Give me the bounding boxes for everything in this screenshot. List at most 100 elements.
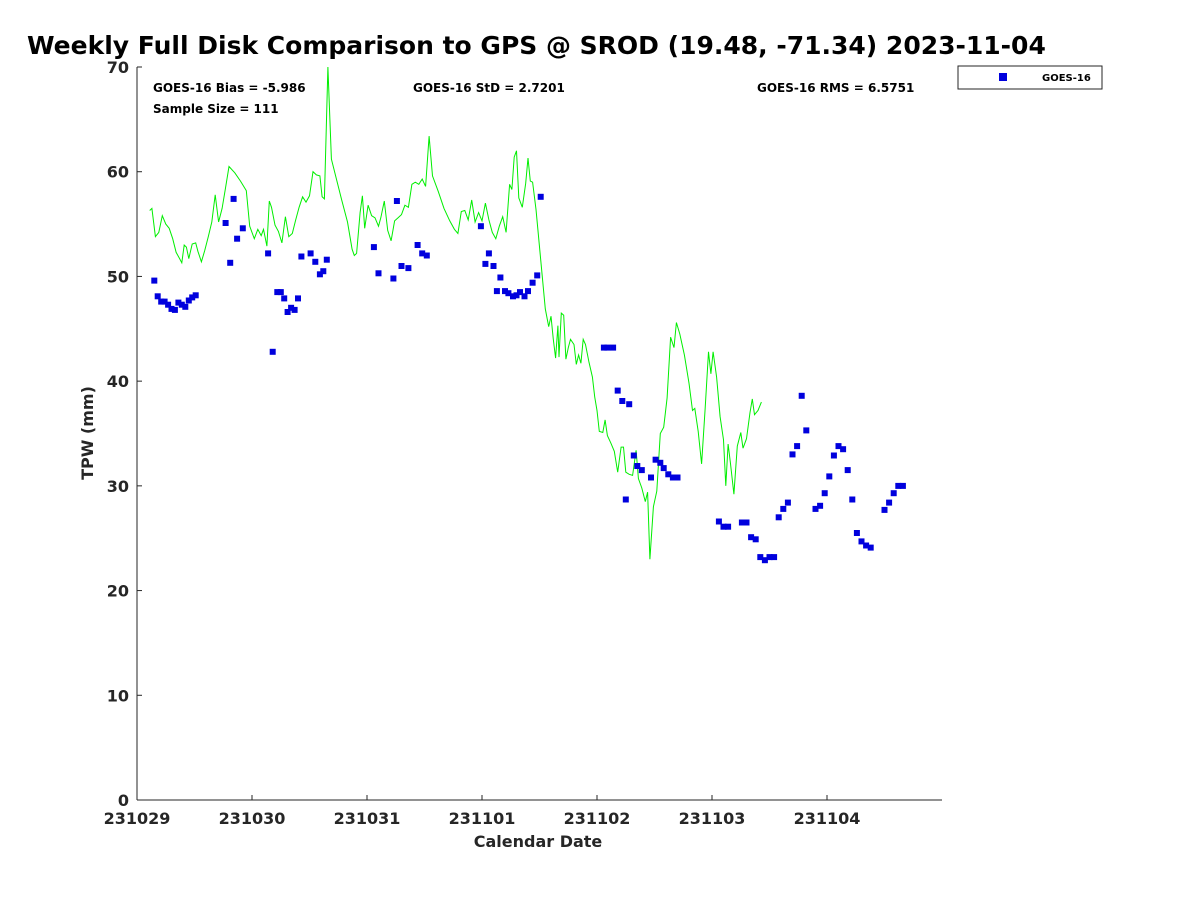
goes16-point (614, 387, 621, 394)
goes16-point (239, 225, 246, 232)
y-tick-label: 30 (107, 477, 129, 496)
goes16-point (743, 519, 750, 526)
goes16-point (821, 490, 828, 497)
goes16-point (274, 289, 281, 296)
goes16-point (881, 506, 888, 513)
goes16-point (537, 193, 544, 200)
goes16-point (477, 223, 484, 230)
goes16-point (165, 301, 172, 308)
goes16-point (405, 265, 412, 272)
x-axis-ticks: 231029 231030 231031 231101 231102 231103 2311… (104, 795, 861, 828)
y-tick-label: 50 (107, 267, 129, 286)
goes16-point (298, 253, 305, 260)
goes16-point (168, 305, 175, 312)
x-tick-label: 231103 (679, 809, 746, 828)
goes16-point (835, 443, 842, 450)
goes16-point (715, 518, 722, 525)
goes16-point (265, 250, 272, 257)
goes16-point (610, 344, 617, 351)
goes16-point (748, 534, 755, 541)
x-tick-label: 231031 (334, 809, 401, 828)
goes16-point (312, 258, 319, 265)
goes16-point (234, 235, 241, 242)
x-tick-label: 231029 (104, 809, 171, 828)
goes16-point (423, 252, 430, 259)
legend-label-goes16: GOES-16 (1042, 73, 1091, 84)
y-tick-label: 10 (107, 686, 129, 705)
goes16-point (638, 467, 645, 474)
goes16-point (817, 502, 824, 509)
goes16-point (375, 270, 382, 277)
goes16-point (761, 557, 768, 564)
stat-rms: GOES-16 RMS = 6.5751 (757, 81, 914, 95)
goes16-point (513, 292, 520, 299)
goes16-point (185, 297, 192, 304)
goes16-point (630, 452, 637, 459)
x-tick-label: 231030 (219, 809, 286, 828)
goes16-point (886, 499, 893, 506)
y-tick-label: 40 (107, 372, 129, 391)
y-axis-ticks: 0 10 20 30 40 50 60 70 (107, 58, 142, 810)
goes16-point (222, 220, 229, 226)
stat-std: GOES-16 StD = 2.7201 (413, 81, 565, 95)
goes16-point (510, 293, 516, 300)
goes16-point (517, 289, 523, 296)
goes16-point (230, 195, 237, 202)
goes16-point (665, 471, 672, 478)
goes16-point (281, 295, 288, 302)
goes16-point (858, 538, 865, 545)
goes16-point (291, 306, 298, 313)
goes16-point (323, 256, 330, 263)
goes16-point (604, 344, 611, 351)
goes16-point (288, 304, 295, 311)
y-tick-label: 60 (107, 163, 129, 182)
goes16-point (619, 398, 626, 404)
legend-box (957, 65, 1103, 90)
goes16-point (899, 482, 906, 489)
goes16-point (669, 474, 676, 481)
goes16-point (529, 279, 536, 286)
goes16-point (521, 293, 528, 300)
goes16-point (414, 242, 421, 248)
goes16-point (393, 198, 400, 204)
goes16-point (622, 496, 629, 503)
y-tick-label: 0 (118, 791, 129, 810)
goes16-point (307, 250, 314, 257)
goes16-point (178, 301, 185, 308)
goes16-point (269, 348, 276, 355)
legend-marker-goes16 (999, 73, 1007, 81)
goes16-point (890, 490, 897, 497)
legend: GOES-16 (957, 65, 1103, 90)
goes16-point (502, 288, 508, 295)
goes16-point (277, 289, 284, 296)
plot-area (136, 67, 942, 801)
goes16-point (151, 277, 158, 284)
goes16-point (284, 309, 291, 315)
goes16-point (844, 467, 851, 474)
goes16-point (171, 306, 178, 313)
x-tick-label: 231104 (794, 809, 861, 828)
goes16-point (657, 459, 664, 466)
goes16-point (895, 482, 902, 489)
goes16-point (725, 523, 732, 530)
goes16-point (752, 536, 759, 543)
x-tick-label: 231101 (449, 809, 516, 828)
goes16-point (798, 392, 805, 399)
y-tick-label: 70 (107, 58, 129, 77)
goes16-point (853, 530, 860, 536)
goes16-point (370, 244, 377, 251)
goes16-point (674, 474, 681, 481)
goes16-point (227, 259, 234, 266)
goes16-point (600, 344, 607, 351)
goes16-point (192, 292, 199, 299)
goes16-point (771, 554, 778, 561)
goes16-point (419, 250, 426, 257)
goes16-point (182, 303, 189, 310)
goes16-point (493, 288, 500, 295)
goes16-point (482, 260, 489, 267)
stat-bias: GOES-16 Bias = -5.986 (153, 81, 306, 95)
goes16-point (390, 275, 397, 282)
goes16-point (534, 272, 541, 279)
goes16-point (775, 514, 782, 521)
